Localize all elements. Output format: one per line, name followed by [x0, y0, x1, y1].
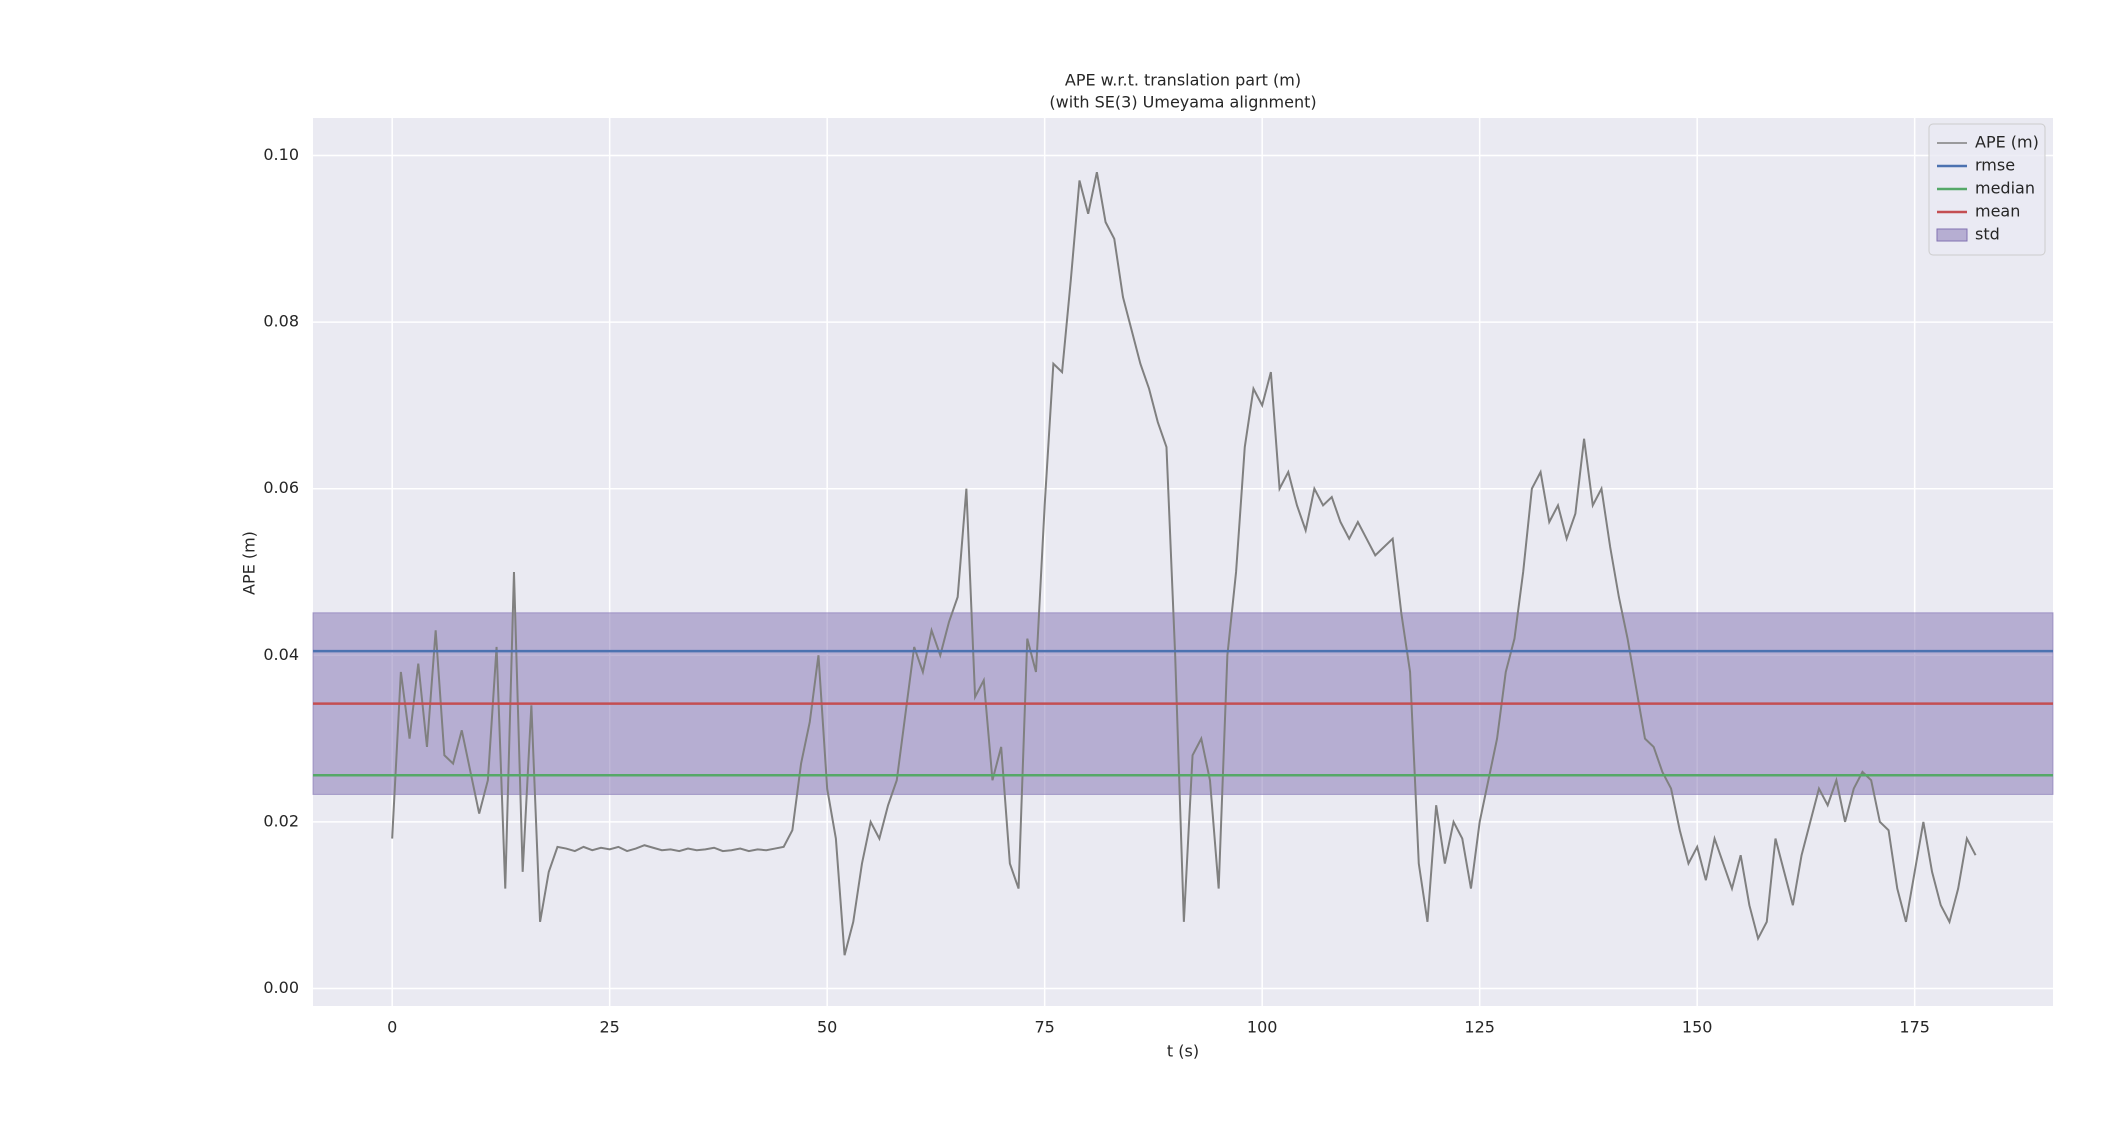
y-tick-label: 0.00: [263, 978, 299, 997]
x-tick-label: 25: [599, 1018, 619, 1037]
x-tick-label: 75: [1034, 1018, 1054, 1037]
legend-swatch: [1936, 228, 1968, 242]
x-tick-label: 175: [1899, 1018, 1930, 1037]
x-tick-label: 100: [1247, 1018, 1278, 1037]
chart-subtitle: (with SE(3) Umeyama alignment): [1049, 93, 1316, 112]
legend-label: median: [1975, 179, 2035, 198]
y-tick-label: 0.06: [263, 478, 299, 497]
x-axis-label: t (s): [1167, 1042, 1199, 1061]
y-tick-label: 0.10: [263, 145, 299, 164]
x-tick-label: 50: [817, 1018, 837, 1037]
data-line: [391, 171, 1977, 956]
legend-label: mean: [1975, 202, 2020, 221]
legend-label: rmse: [1975, 156, 2015, 175]
y-tick-label: 0.04: [263, 645, 299, 664]
legend-label: APE (m): [1975, 133, 2039, 152]
x-tick-label: 150: [1682, 1018, 1713, 1037]
legend-box: [1928, 123, 2046, 256]
y-axis-label: APE (m): [240, 531, 259, 595]
x-tick-label: 0: [387, 1018, 397, 1037]
legend-label: std: [1975, 225, 2000, 244]
y-tick-label: 0.02: [263, 811, 299, 830]
x-tick-label: 125: [1464, 1018, 1495, 1037]
chart-title: APE w.r.t. translation part (m): [1065, 71, 1301, 90]
y-tick-label: 0.08: [263, 312, 299, 331]
plot-background: [313, 118, 2053, 1006]
